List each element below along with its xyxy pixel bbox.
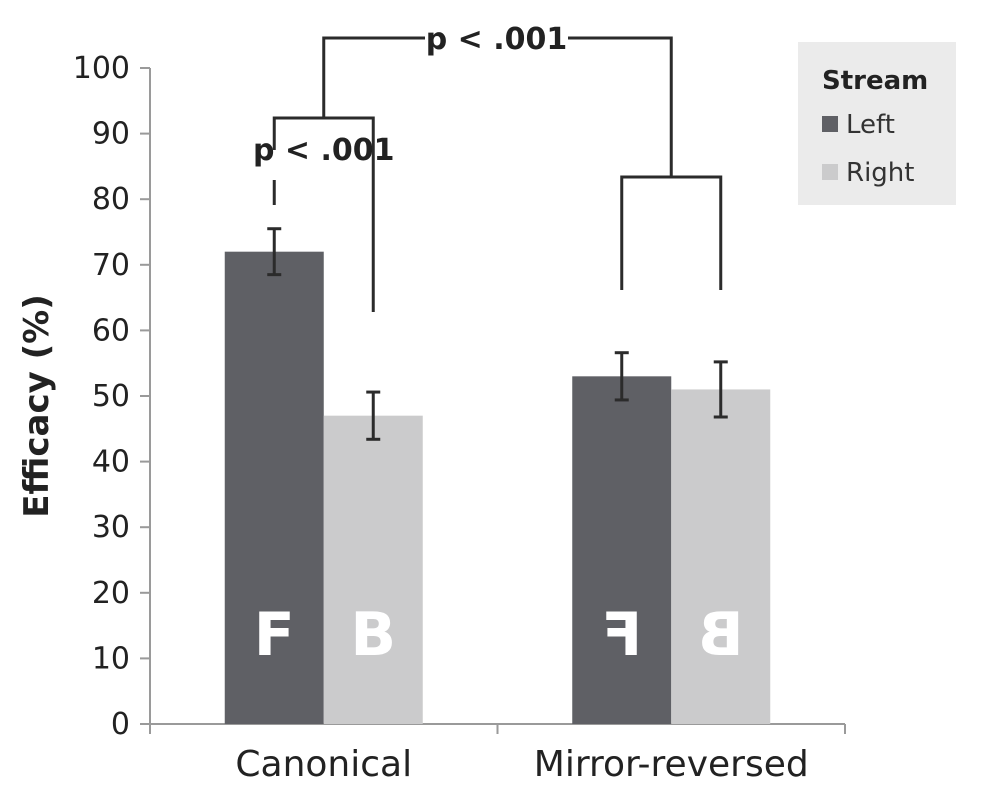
bar-left bbox=[572, 376, 672, 724]
y-tick-label: 50 bbox=[92, 379, 130, 414]
bars bbox=[224, 251, 771, 724]
error-bar bbox=[267, 227, 282, 277]
bar-right bbox=[323, 415, 423, 724]
y-tick-label: 10 bbox=[92, 641, 130, 676]
x-category-label: Canonical bbox=[235, 744, 412, 785]
bracket-line bbox=[620, 175, 723, 290]
legend-label-right: Right bbox=[846, 158, 914, 188]
error-bar bbox=[713, 360, 728, 419]
y-axis-title: Efficacy (%) bbox=[17, 294, 57, 518]
significance-brackets: p < .001 p < .001 bbox=[253, 22, 723, 312]
bracket-line-right bbox=[568, 36, 673, 177]
bar-glyph-b: B bbox=[350, 600, 396, 670]
bar-glyph-b: B bbox=[698, 600, 744, 670]
significance-label: p < .001 bbox=[426, 22, 568, 57]
y-tick-label: 70 bbox=[92, 248, 130, 283]
legend-swatch-right bbox=[822, 164, 838, 180]
y-tick-label: 20 bbox=[92, 576, 130, 611]
significance-label: p < .001 bbox=[253, 133, 395, 168]
x-category-label: Mirror-reversed bbox=[534, 744, 809, 785]
error-bars bbox=[267, 227, 728, 441]
significance-bracket-mirror bbox=[620, 175, 723, 290]
error-bar bbox=[614, 351, 629, 402]
legend-title: Stream bbox=[822, 66, 928, 96]
y-tick-label: 100 bbox=[73, 51, 130, 86]
bar-glyph-f: F bbox=[601, 600, 642, 670]
y-axis: 0 10 20 30 40 50 60 70 80 90 100 bbox=[73, 51, 151, 742]
bracket-line-left bbox=[322, 36, 425, 118]
y-tick-label: 60 bbox=[92, 313, 130, 348]
error-bar bbox=[366, 390, 381, 441]
legend-swatch-left bbox=[822, 116, 838, 132]
y-tick-label: 0 bbox=[111, 707, 130, 742]
y-tick-label: 40 bbox=[92, 445, 130, 480]
bar-glyph-f: F bbox=[254, 600, 295, 670]
y-tick-label: 30 bbox=[92, 510, 130, 545]
bar-right bbox=[671, 389, 771, 724]
significance-bracket-outer: p < .001 bbox=[322, 22, 673, 177]
x-axis: Canonical Mirror-reversed bbox=[149, 723, 846, 785]
y-tick-label: 80 bbox=[92, 182, 130, 217]
bar-left bbox=[224, 251, 324, 724]
legend-label-left: Left bbox=[846, 110, 895, 140]
y-tick-label: 90 bbox=[92, 117, 130, 152]
legend: Stream Left Right bbox=[798, 42, 956, 205]
